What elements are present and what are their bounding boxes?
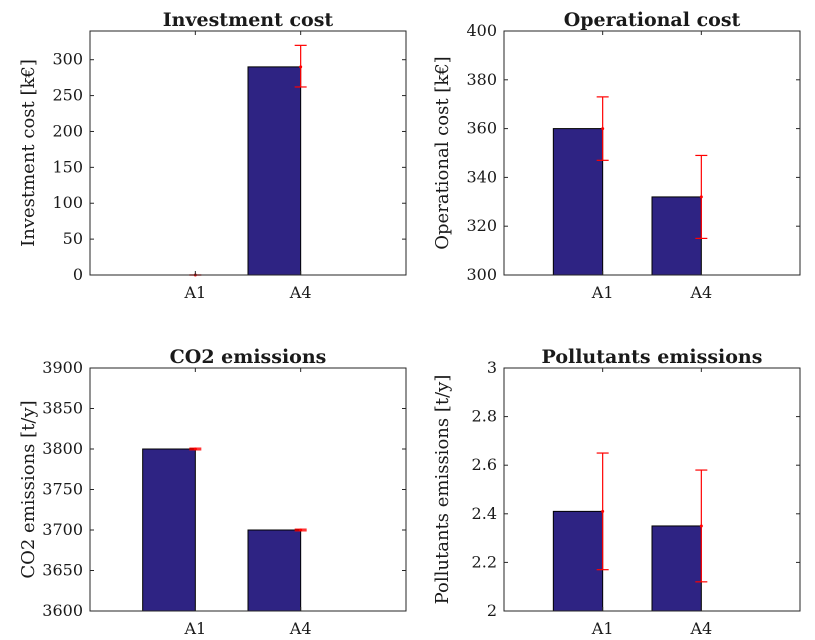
y-tick-label: 2.4 — [472, 504, 497, 523]
bar-a4 — [247, 66, 302, 276]
y-tick-label: 200 — [52, 121, 83, 140]
x-tick-label-a4: A4 — [289, 619, 312, 638]
y-tick-label: 3750 — [42, 480, 83, 499]
y-tick-label: 2.2 — [472, 552, 497, 571]
error-bar-a4 — [294, 44, 307, 88]
y-tick-label: 3900 — [42, 358, 83, 377]
y-axis-label: CO2 emissions [t/y] — [18, 400, 39, 578]
x-tick-label-a4: A4 — [689, 283, 712, 302]
y-tick-label: 150 — [52, 157, 83, 176]
chart-title: CO2 emissions — [170, 346, 327, 368]
chart-title: Pollutants emissions — [542, 346, 763, 368]
y-tick-label: 100 — [52, 193, 83, 212]
y-tick-label: 50 — [63, 229, 83, 248]
y-tick-label: 2.6 — [472, 455, 497, 474]
x-tick-label-a4: A4 — [689, 619, 712, 638]
bar-a1 — [142, 448, 196, 612]
investment-cost-panel: 0 50 100 150 200 250 300 A1 A4 Investment cost Inv… — [18, 9, 407, 302]
bar-a1 — [552, 510, 604, 612]
y-tick-label: 2 — [487, 601, 497, 620]
error-bar-a4 — [695, 469, 708, 583]
bar-a1 — [552, 128, 604, 276]
chart-title: Investment cost — [163, 9, 334, 31]
x-tick-label-a1: A1 — [183, 619, 206, 638]
y-tick-label: 320 — [466, 216, 497, 235]
error-bar-a1 — [596, 96, 609, 161]
y-axis-label: Operational cost [k€] — [432, 56, 453, 249]
bar-a4 — [247, 529, 302, 612]
x-tick-label-a1: A1 — [591, 619, 614, 638]
y-tick-label: 300 — [52, 50, 83, 69]
y-tick-label: 3650 — [42, 561, 83, 580]
y-tick-label: 3850 — [42, 399, 83, 418]
axes-frame — [89, 30, 407, 276]
y-axis-label: Investment cost [k€] — [18, 59, 39, 247]
y-tick-label: 2.8 — [472, 407, 497, 426]
y-tick-label: 3600 — [42, 601, 83, 620]
co2-emissions-panel: 3600 3650 3700 3750 3800 3850 3900 A1 A4 CO2 emis… — [18, 346, 407, 638]
error-bar-a1 — [189, 447, 202, 451]
y-tick-label: 360 — [466, 119, 497, 138]
pollutants-emissions-panel: 2 2.2 2.4 2.6 2.8 3 A1 A4 Pollutants emissions Po… — [432, 346, 801, 638]
y-tick-label: 3700 — [42, 520, 83, 539]
chart-title: Operational cost — [564, 9, 741, 31]
y-axis-label: Pollutants emissions [t/y] — [432, 375, 453, 605]
y-tick-label: 400 — [466, 21, 497, 40]
bar-a4 — [651, 196, 702, 276]
axes-frame — [503, 30, 801, 276]
x-tick-label-a1: A1 — [591, 283, 614, 302]
y-tick-label: 250 — [52, 86, 83, 105]
error-bar-a4 — [294, 528, 307, 532]
error-bar-a4 — [695, 154, 708, 239]
y-tick-label: 0 — [73, 265, 83, 284]
bar-a4 — [651, 525, 702, 612]
operational-cost-panel: 300 320 340 360 380 400 A1 A4 Operational cost Op… — [432, 9, 801, 302]
y-tick-label: 3800 — [42, 439, 83, 458]
error-bar-a1 — [596, 452, 609, 571]
y-tick-label: 300 — [466, 265, 497, 284]
y-tick-label: 380 — [466, 70, 497, 89]
x-tick-label-a1: A1 — [183, 283, 206, 302]
axes-frame — [503, 367, 801, 612]
y-tick-label: 3 — [487, 358, 497, 377]
y-tick-label: 340 — [466, 167, 497, 186]
x-tick-label-a4: A4 — [289, 283, 312, 302]
